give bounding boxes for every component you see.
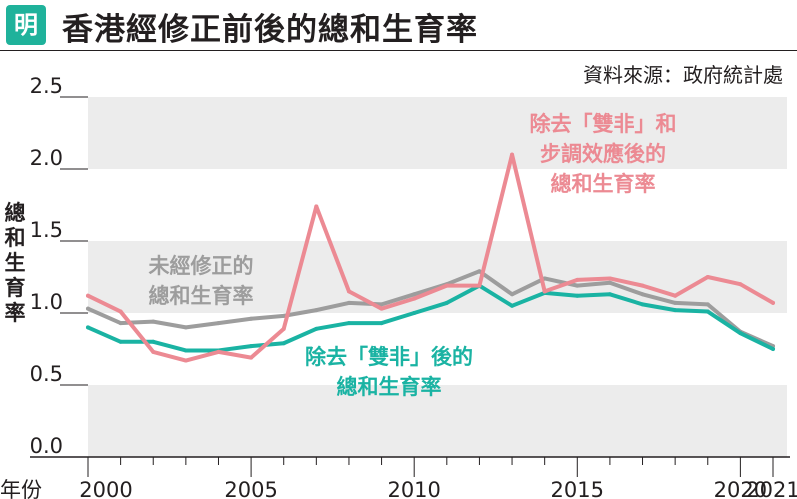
y-tick-label-1: 0.5 [30, 362, 63, 386]
data-point-s0-2004 [216, 321, 221, 326]
y-tick-label-2: 1.0 [30, 290, 63, 314]
data-point-s0-2000 [86, 306, 90, 311]
data-point-s1-2017 [640, 302, 645, 307]
data-point-s1-2005 [249, 344, 254, 349]
data-point-s0-2002 [151, 319, 156, 324]
series-label-2-line-1: 步調效應後的 [540, 142, 666, 166]
data-point-s2-2018 [673, 293, 678, 298]
data-point-s2-2011 [444, 283, 449, 288]
data-point-s2-2004 [216, 349, 221, 354]
data-point-s2-2008 [346, 289, 351, 294]
x-tick-label-2000: 2000 [79, 478, 132, 499]
series-label-1-line-1: 總和生育率 [337, 375, 442, 399]
data-point-s2-2006 [281, 326, 286, 331]
data-point-s2-2020 [738, 282, 743, 287]
data-point-s0-2001 [118, 321, 123, 326]
data-point-s1-2000 [86, 325, 90, 330]
data-point-s0-2013 [510, 292, 515, 297]
data-point-s1-2010 [412, 311, 417, 315]
data-point-s2-2001 [118, 309, 123, 314]
data-point-s1-2019 [705, 309, 710, 314]
data-point-s1-2018 [673, 308, 678, 313]
series-label-2-line-0: 除去「雙非」和 [530, 112, 677, 136]
data-point-s2-2012 [477, 283, 482, 288]
x-tick-label-2015: 2015 [551, 478, 604, 499]
data-point-s1-2021 [771, 347, 775, 351]
data-point-s2-2013 [510, 152, 515, 157]
data-point-s1-2015 [575, 293, 580, 298]
header-divider [0, 50, 797, 51]
y-tick-label-4: 2.0 [30, 146, 63, 170]
data-point-s1-2009 [379, 321, 384, 326]
data-point-s0-2018 [673, 300, 678, 305]
data-point-s0-2009 [379, 302, 384, 307]
x-axis-title: 年份 [0, 478, 42, 499]
series-line-1 [86, 283, 775, 353]
data-point-s0-2012 [477, 269, 482, 274]
data-point-s2-2002 [151, 349, 156, 354]
data-series [86, 152, 775, 363]
series-label-0-line-0: 未經修正的 [149, 254, 254, 278]
data-point-s0-2003 [183, 325, 188, 330]
data-point-s1-2011 [444, 300, 449, 305]
data-point-s1-2008 [346, 321, 351, 326]
data-point-s0-2019 [705, 302, 710, 307]
series-label-0-line-1: 總和生育率 [149, 284, 254, 308]
chart-title: 香港經修正前後的總和生育率 [62, 12, 478, 48]
data-point-s2-2021 [771, 300, 775, 305]
data-point-s1-2020 [738, 331, 743, 336]
data-point-s0-2008 [346, 300, 351, 305]
x-tick-label-2020: 2020 [714, 478, 767, 499]
source-note: 資料來源：政府統計處 [583, 63, 783, 87]
data-point-s1-2007 [314, 326, 319, 331]
y-axis-label: 總和生育率 [5, 201, 26, 325]
data-point-s1-2013 [510, 303, 515, 308]
grid-band-2 [88, 97, 787, 169]
x-tick-label-2021: 2021 [746, 478, 797, 499]
data-point-s1-2002 [151, 339, 156, 344]
data-point-s0-2005 [249, 316, 254, 321]
data-point-s2-2000 [86, 293, 90, 298]
data-point-s0-2010 [412, 292, 417, 297]
data-point-s2-2005 [249, 355, 254, 360]
brand-logo: 明 [6, 5, 46, 45]
data-point-s2-2014 [542, 289, 547, 294]
data-point-s2-2015 [575, 277, 580, 282]
data-point-s1-2001 [118, 339, 123, 344]
series-line-2 [86, 152, 775, 363]
data-point-s1-2006 [281, 341, 286, 346]
x-tick-label-2010: 2010 [387, 478, 440, 499]
grid-band-0 [88, 385, 787, 457]
data-point-s2-2007 [314, 204, 319, 209]
y-tick-label-5: 2.5 [30, 74, 63, 98]
series-line-0 [86, 269, 775, 349]
data-point-s2-2016 [607, 276, 612, 281]
data-point-s0-2007 [314, 308, 319, 313]
data-point-s1-2016 [607, 292, 612, 297]
chart-header: 明 香港經修正前後的總和生育率 [0, 0, 797, 50]
data-point-s2-2019 [705, 275, 710, 279]
series-label-2-line-2: 總和生育率 [551, 172, 656, 196]
data-point-s0-2017 [640, 292, 645, 297]
y-tick-label-0: 0.0 [30, 434, 63, 458]
data-point-s2-2009 [379, 306, 384, 311]
series-annotations: 未經修正的總和生育率除去「雙非」後的總和生育率除去「雙非」和步調效應後的總和生育… [149, 112, 677, 399]
series-label-1-line-0: 除去「雙非」後的 [305, 345, 473, 369]
y-axis-ticks: 0.0 0.5 1.0 1.5 2.0 2.5 [30, 74, 88, 458]
data-point-s0-2016 [607, 280, 612, 285]
data-point-s1-2003 [183, 348, 188, 353]
data-point-s2-2017 [640, 283, 645, 288]
data-point-s0-2015 [575, 283, 580, 288]
x-tick-label-2005: 2005 [224, 478, 277, 499]
y-tick-label-3: 1.5 [30, 218, 63, 242]
data-point-s2-2003 [183, 358, 188, 363]
data-point-s2-2010 [412, 296, 417, 301]
data-point-s0-2006 [281, 313, 286, 318]
y-axis-title: 總和生育率 [5, 201, 26, 325]
